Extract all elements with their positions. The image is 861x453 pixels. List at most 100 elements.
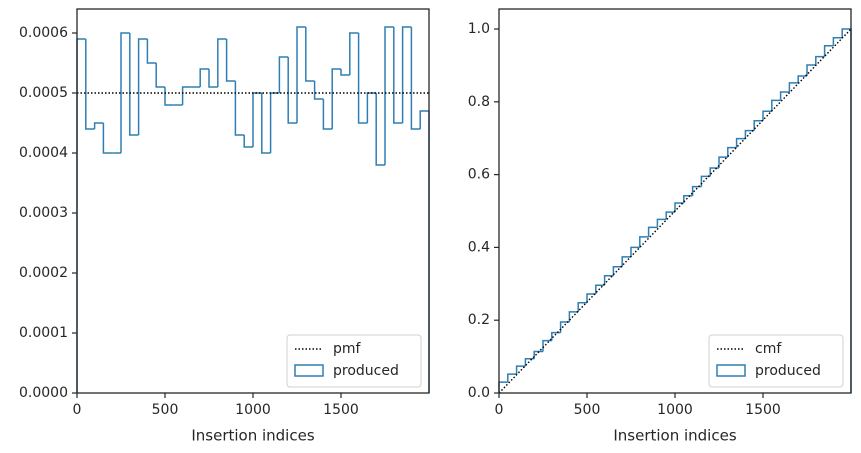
histogram-step — [217, 38, 227, 87]
x-tick-label: 0 — [73, 402, 82, 418]
histogram-step — [568, 311, 579, 323]
histogram-step — [102, 123, 113, 154]
histogram-step — [296, 26, 306, 123]
y-tick-label: 0.0003 — [19, 205, 68, 221]
histogram-step — [305, 27, 315, 82]
histogram-step — [129, 33, 139, 136]
histogram-step — [718, 156, 728, 169]
histogram-step — [639, 236, 649, 248]
y-tick-label: 0.0005 — [19, 85, 68, 101]
y-tick-label: 0.0000 — [19, 385, 68, 401]
y-tick-label: 1.0 — [468, 21, 490, 37]
x-tick-label: 0 — [495, 402, 504, 418]
histogram-step — [164, 87, 174, 106]
legend-box — [708, 334, 844, 388]
x-tick-label: 1500 — [323, 402, 359, 418]
histogram-step — [349, 32, 359, 75]
histogram-step — [621, 256, 631, 267]
histogram-step — [340, 69, 350, 76]
histogram-step — [375, 93, 385, 166]
histogram-step — [806, 64, 816, 76]
legend-label: pmf — [333, 341, 362, 357]
histogram-step — [199, 68, 209, 87]
histogram-step — [366, 92, 377, 123]
x-axis-label: Insertion indices — [191, 427, 314, 445]
legend-swatch — [716, 364, 746, 377]
x-tick-label: 1500 — [745, 402, 781, 418]
histogram-step — [322, 99, 333, 130]
histogram-step — [331, 68, 341, 129]
histogram-step — [269, 92, 280, 153]
reference-line — [498, 28, 852, 394]
axes-frame — [498, 8, 852, 394]
histogram-step — [252, 92, 262, 147]
histogram-step — [771, 99, 781, 112]
histogram-step — [647, 226, 658, 237]
histogram-step — [287, 57, 297, 124]
axes-frame — [76, 8, 430, 394]
histogram-step — [384, 26, 394, 165]
histogram-step — [507, 373, 517, 383]
legend-swatch — [294, 364, 324, 377]
histogram-step — [656, 218, 667, 228]
histogram-step — [674, 202, 684, 213]
legend-label: cmf — [755, 341, 782, 357]
histogram-step — [120, 32, 130, 153]
histogram-step — [401, 26, 412, 123]
histogram-step — [498, 381, 508, 393]
histogram-step — [85, 39, 95, 130]
histogram-step — [603, 275, 614, 286]
histogram-step — [234, 81, 245, 136]
histogram-step — [393, 27, 403, 124]
histogram-step — [515, 365, 526, 375]
histogram-step — [243, 135, 253, 148]
histogram-step — [665, 211, 675, 220]
histogram-step — [832, 37, 843, 46]
y-tick-label: 0.6 — [468, 167, 490, 183]
histogram-step — [797, 75, 807, 83]
histogram-step — [357, 33, 368, 124]
y-tick-label: 0.0 — [468, 385, 490, 401]
y-tick-label: 0.0006 — [19, 25, 68, 41]
histogram-step — [815, 55, 825, 66]
histogram-step — [586, 293, 596, 303]
histogram-step — [533, 350, 543, 359]
histogram-step — [788, 82, 799, 92]
histogram-step — [779, 91, 790, 101]
legend-label: produced — [333, 363, 399, 379]
histogram-step — [93, 122, 104, 129]
histogram-step — [155, 63, 165, 88]
y-tick-label: 0.4 — [468, 239, 490, 255]
y-tick-label: 0.0004 — [19, 145, 68, 161]
histogram-step — [700, 175, 711, 187]
histogram-step — [261, 93, 271, 154]
x-tick-label: 500 — [574, 402, 601, 418]
histogram-step — [630, 246, 640, 257]
histogram-step — [753, 119, 763, 131]
histogram-step — [559, 321, 570, 333]
histogram-step — [577, 301, 587, 312]
legend-label: produced — [755, 363, 821, 379]
histogram-step — [744, 129, 755, 139]
x-tick-label: 1000 — [235, 402, 271, 418]
legend: cmf produced — [708, 334, 844, 388]
histogram-step — [735, 137, 746, 148]
histogram-step — [419, 110, 430, 393]
histogram-step — [146, 39, 157, 64]
histogram-step — [612, 265, 623, 276]
histogram-step — [278, 56, 289, 93]
histogram-step — [524, 358, 535, 367]
y-tick-label: 0.0001 — [19, 325, 68, 341]
histogram-step — [76, 38, 86, 393]
y-tick-label: 0.8 — [468, 94, 490, 110]
y-tick-label: 0.0002 — [19, 265, 68, 281]
x-tick-label: 500 — [152, 402, 179, 418]
histogram-step — [683, 194, 693, 204]
x-axis-label: Insertion indices — [613, 427, 736, 445]
histogram-step — [137, 38, 148, 135]
histogram-step — [727, 146, 737, 158]
x-tick-label: 1000 — [657, 402, 693, 418]
histogram-step — [181, 86, 192, 105]
histogram-step — [208, 69, 218, 88]
